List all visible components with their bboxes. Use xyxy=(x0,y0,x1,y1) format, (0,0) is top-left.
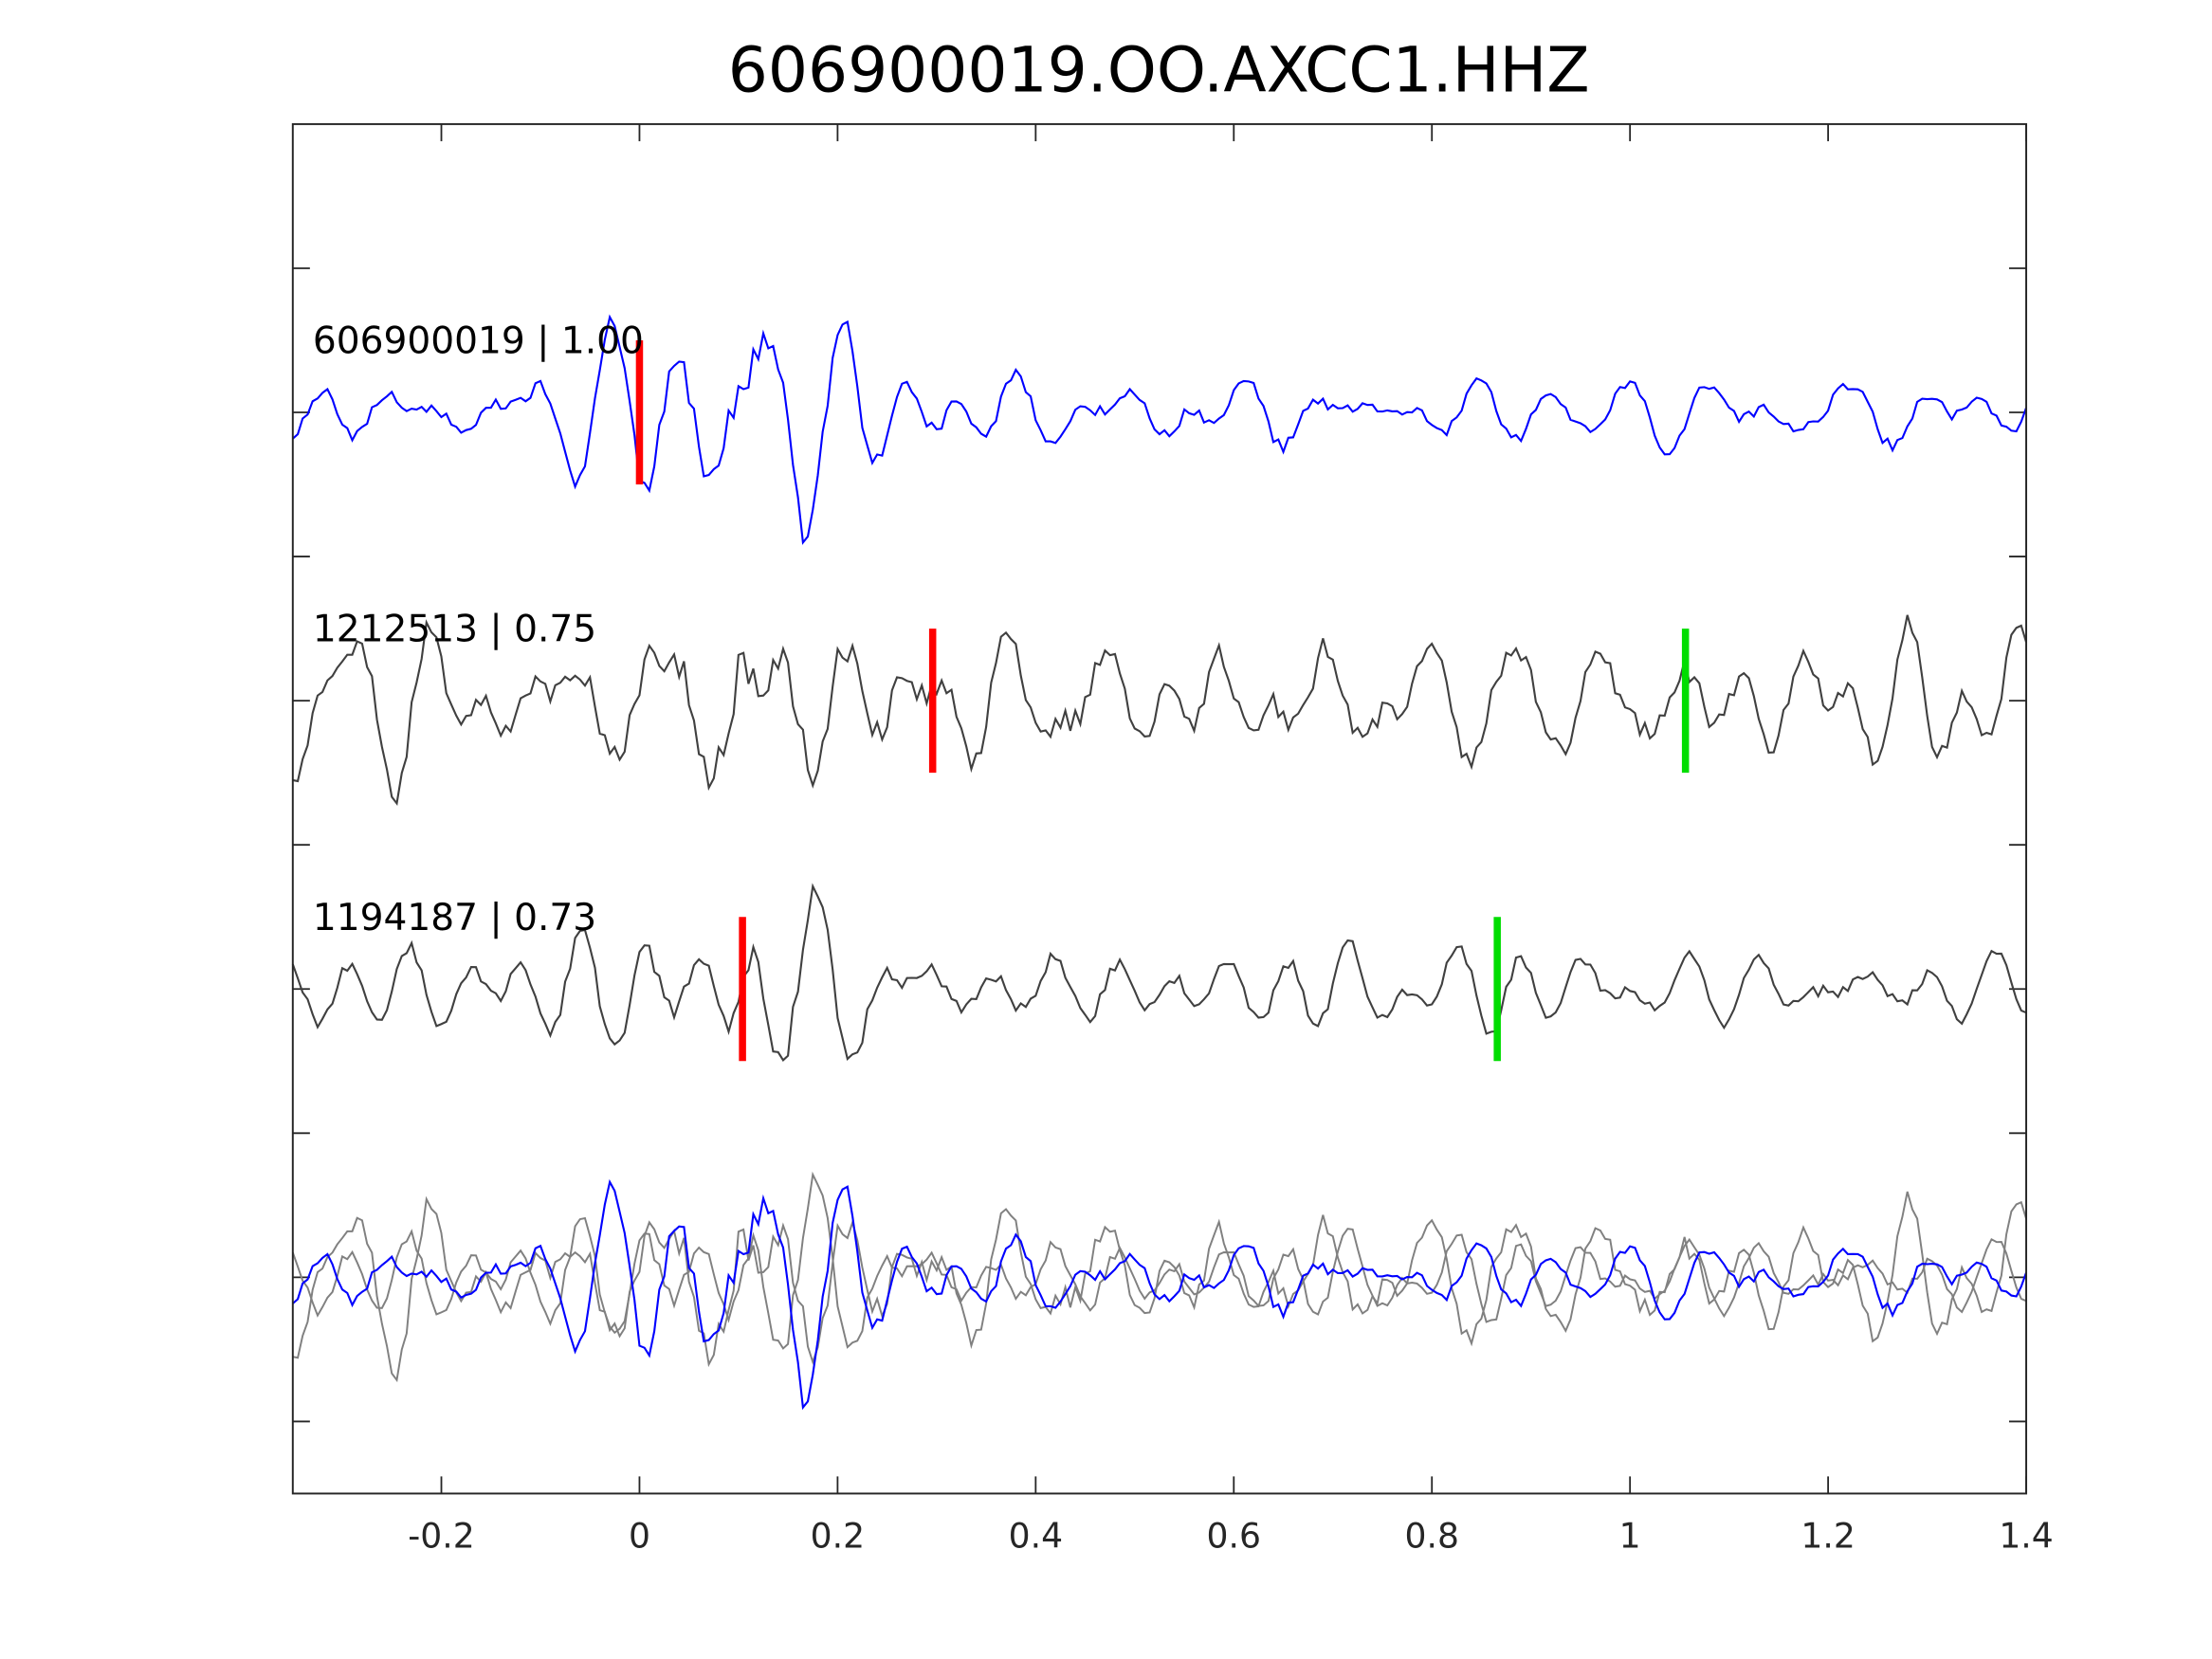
trace-1212513 xyxy=(292,614,2028,807)
x-tick-label: 0 xyxy=(629,1516,650,1557)
overlay-trace-1212513 xyxy=(292,1191,2027,1383)
trace-606900019 xyxy=(292,314,2028,545)
trace-label: 1194187 | 0.73 xyxy=(313,897,596,939)
overlay-trace-606900019 xyxy=(292,1178,2028,1411)
axes-box xyxy=(291,122,2028,1495)
x-tick-label: 0.8 xyxy=(1405,1516,1459,1557)
x-tick-label: 1 xyxy=(1619,1516,1641,1557)
x-tick-label: 1.4 xyxy=(1999,1516,2053,1557)
x-tick-label: -0.2 xyxy=(408,1516,474,1557)
x-tick-label: 0.2 xyxy=(811,1516,865,1557)
x-tick-label: 0.4 xyxy=(1009,1516,1063,1557)
x-tick-label: 1.2 xyxy=(1801,1516,1855,1557)
x-tick-label: 0.6 xyxy=(1207,1516,1261,1557)
trace-1194187 xyxy=(291,883,2027,1062)
trace-label: 1212513 | 0.75 xyxy=(313,609,596,651)
overlay-trace-1194187 xyxy=(291,1171,2027,1350)
trace-label: 606900019 | 1.00 xyxy=(313,320,644,363)
plot-area: -0.2 0 0.2 0.4 0.6 0.8 1 1.2 1.4 606900019 | 1.00… xyxy=(291,123,2054,1557)
chart-title: 606900019.OO.AXCC1.HHZ xyxy=(728,33,1590,106)
